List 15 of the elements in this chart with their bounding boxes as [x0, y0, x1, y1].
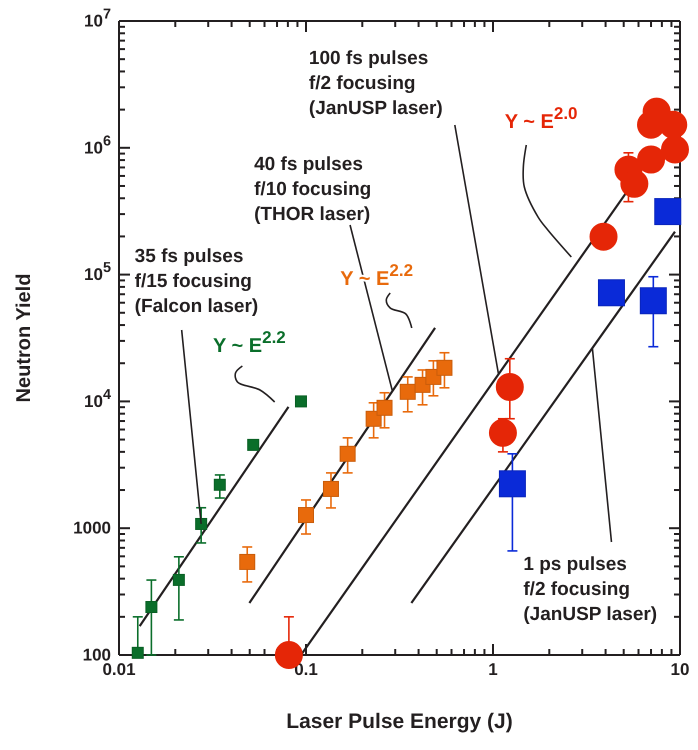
annotation: 100 fs pulses f/2 focusing (JanUSP laser) — [308, 48, 443, 119]
x-tick-label: 1 — [488, 660, 498, 680]
annotation: 40 fs pulses f/10 focusing (THOR laser) — [254, 154, 372, 225]
annotation: 1 ps pulses f/2 focusing (JanUSP laser) — [523, 554, 658, 625]
y-tick-label: 10$^{6}$ — [84, 133, 111, 158]
y-tick-label: 10$^{4}$ — [84, 386, 111, 411]
annotation: Y ~ E$^{2.0}$ — [504, 104, 578, 133]
x-tick-label: 10 — [670, 660, 690, 680]
y-tick-label: 10$^{7}$ — [84, 6, 111, 30]
annotation: 35 fs pulses f/15 focusing (Falcon laser) — [134, 246, 258, 317]
y-tick-label: 10$^{5}$ — [84, 260, 111, 284]
annotation: Y ~ E$^{2.2}$ — [212, 328, 286, 357]
y-tick-label: 1000 — [73, 518, 111, 538]
y-axis-title: Neutron Yield — [13, 274, 35, 402]
x-axis-title: Laser Pulse Energy (J) — [286, 710, 513, 733]
